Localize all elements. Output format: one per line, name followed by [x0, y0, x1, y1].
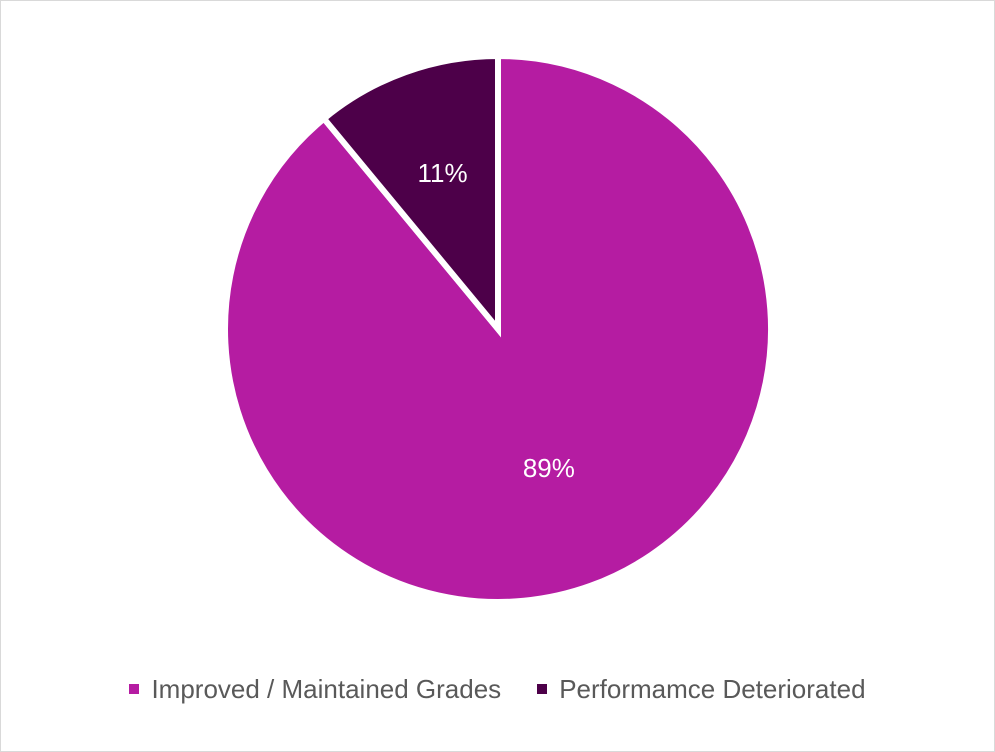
legend-swatch-deteriorated: [537, 684, 548, 694]
legend-label-improved: Improved / Maintained Grades: [151, 673, 502, 704]
legend-swatch-improved: [129, 684, 140, 694]
legend: Improved / Maintained Grades Performamce…: [1, 669, 994, 709]
legend-item-improved: Improved / Maintained Grades: [129, 674, 501, 705]
legend-item-deteriorated: Performamce Deteriorated: [537, 673, 866, 705]
slice-deteriorated: [319, 52, 501, 338]
data-label-deteriorated: 11%: [417, 158, 467, 188]
data-label-improved: 89%: [523, 453, 575, 483]
legend-label-deteriorated: Performamce Deteriorated: [559, 673, 866, 704]
pie-chart: 89% 11%: [222, 52, 774, 605]
